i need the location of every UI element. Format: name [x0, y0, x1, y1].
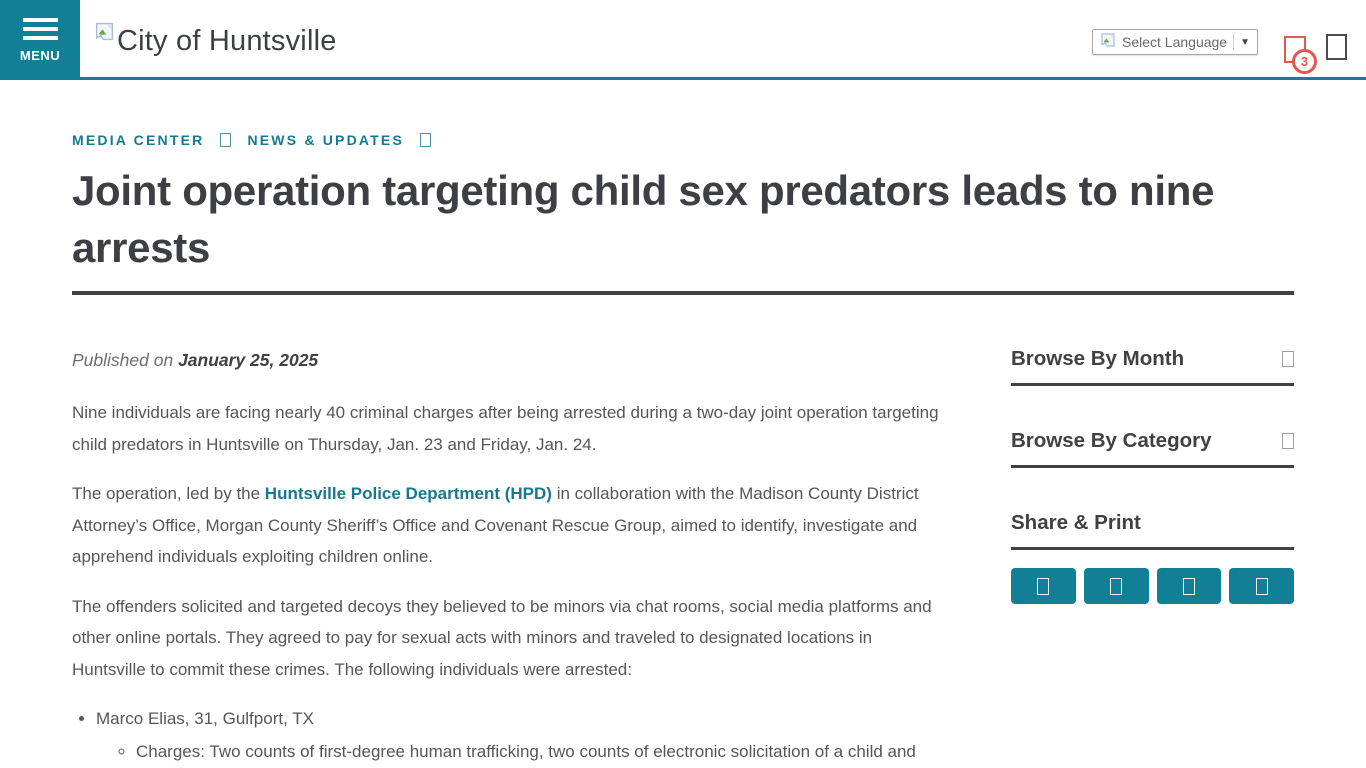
arrestee-name: Marco Elias, 31, Gulfport, TX	[96, 709, 314, 728]
alert-count-badge: 3	[1292, 49, 1317, 74]
breadcrumb: MEDIA CENTER NEWS & UPDATES	[72, 132, 1294, 148]
share-print-section: Share & Print	[1011, 511, 1294, 604]
arrest-list: Marco Elias, 31, Gulfport, TX Charges: T…	[76, 703, 941, 767]
browse-by-category-section[interactable]: Browse By Category	[1011, 429, 1294, 468]
share-button-row	[1011, 568, 1294, 604]
breadcrumb-separator-icon	[420, 133, 432, 147]
alerts-button[interactable]: 3	[1284, 36, 1317, 74]
divider	[1233, 34, 1235, 50]
share-button-3[interactable]	[1156, 568, 1222, 604]
share-missing-glyph-icon	[1182, 577, 1195, 595]
site-header: MENU City of Huntsville Select Language …	[0, 0, 1366, 80]
site-logo[interactable]: City of Huntsville	[94, 21, 337, 61]
expand-missing-glyph-icon	[1282, 433, 1294, 449]
published-date: January 25, 2025	[178, 350, 319, 370]
hpd-link[interactable]: Huntsville Police Department (HPD)	[264, 484, 552, 503]
expand-missing-glyph-icon	[1282, 351, 1294, 367]
sidebar: Browse By Month Browse By Category Share…	[1011, 295, 1294, 767]
paragraph-text: in collaboration with the Madison County…	[72, 484, 919, 566]
dropdown-arrow-icon: ▼	[1240, 36, 1250, 48]
share-missing-glyph-icon	[1255, 577, 1268, 595]
list-item-charges: Charges: Two counts of first-degree huma…	[136, 736, 941, 768]
broken-image-icon	[94, 21, 115, 47]
page-content: MEDIA CENTER NEWS & UPDATES Joint operat…	[0, 132, 1366, 767]
share-button-2[interactable]	[1083, 568, 1149, 604]
article-paragraph-1: Nine individuals are facing nearly 40 cr…	[72, 403, 939, 454]
share-missing-glyph-icon	[1110, 577, 1123, 595]
menu-button-label: MENU	[19, 47, 61, 63]
menu-button[interactable]: MENU	[0, 0, 80, 80]
browse-by-month-section[interactable]: Browse By Month	[1011, 347, 1294, 386]
page-title: Joint operation targeting child sex pred…	[72, 167, 1215, 271]
breadcrumb-link-news-updates[interactable]: NEWS & UPDATES	[247, 132, 405, 148]
article-paragraph-2: The operation, led by the Huntsville Pol…	[72, 478, 941, 573]
share-missing-glyph-icon	[1037, 577, 1050, 595]
breadcrumb-separator-icon	[220, 133, 232, 147]
broken-image-icon	[1100, 32, 1116, 53]
logo-alt-text: City of Huntsville	[117, 25, 337, 57]
language-selector[interactable]: Select Language ▼	[1092, 29, 1258, 55]
published-label: Published on	[72, 350, 179, 370]
browse-by-category-title: Browse By Category	[1011, 429, 1212, 452]
article-body: Published on January 25, 2025 Nine indiv…	[72, 295, 941, 767]
breadcrumb-link-media-center[interactable]: MEDIA CENTER	[72, 132, 205, 148]
search-missing-glyph-icon[interactable]	[1326, 34, 1347, 60]
list-item-arrestee: Marco Elias, 31, Gulfport, TX Charges: T…	[96, 703, 941, 767]
browse-by-month-title: Browse By Month	[1011, 347, 1185, 370]
share-print-title: Share & Print	[1011, 511, 1141, 534]
article-paragraph-3: The offenders solicited and targeted dec…	[72, 596, 932, 679]
paragraph-text: The operation, led by the	[72, 484, 265, 503]
share-button-4[interactable]	[1229, 568, 1294, 604]
language-selector-label: Select Language	[1122, 34, 1228, 50]
share-button-1[interactable]	[1011, 568, 1076, 604]
charge-list: Charges: Two counts of first-degree huma…	[96, 736, 941, 768]
title-divider	[72, 291, 1294, 295]
hamburger-icon	[22, 17, 58, 40]
published-date-line: Published on January 25, 2025	[72, 350, 941, 371]
